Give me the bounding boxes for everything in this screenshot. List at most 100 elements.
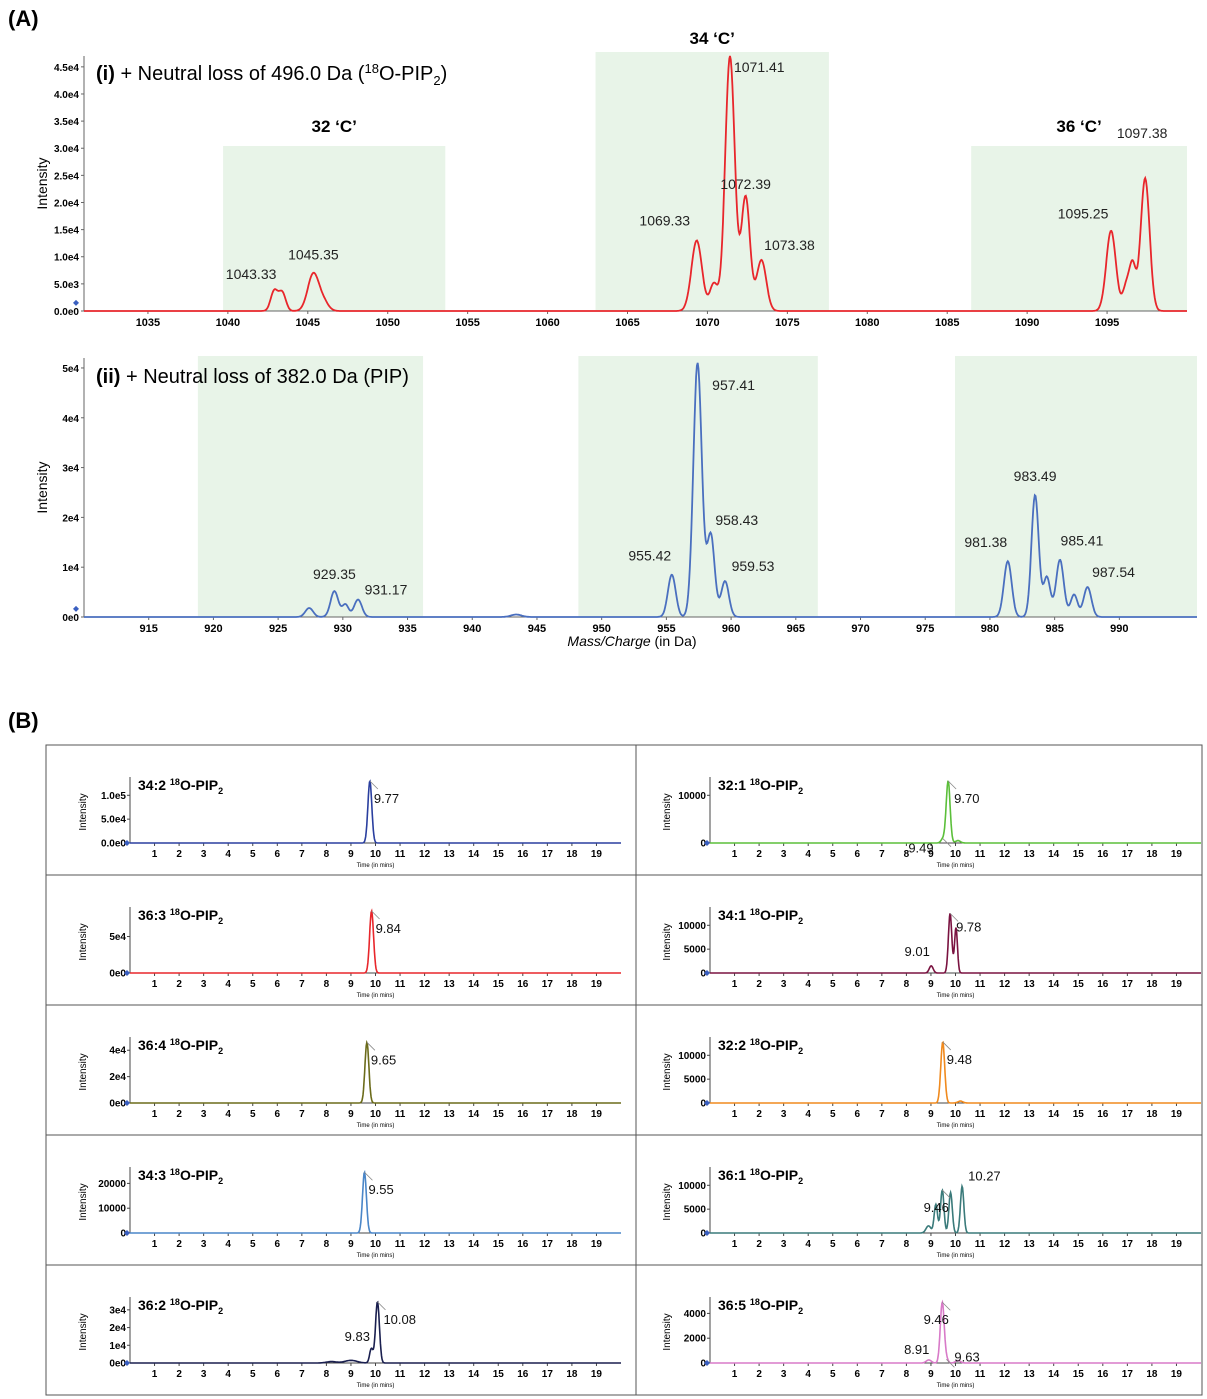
- peak-leader: [377, 1301, 386, 1311]
- chromatogram-trace: [130, 1039, 621, 1104]
- x-tick-label: 9: [348, 1239, 354, 1250]
- y-tick-label: 4.0e4: [54, 90, 79, 101]
- x-tick-label: 14: [1048, 849, 1060, 860]
- x-tick-label: 18: [1146, 979, 1158, 990]
- y-tick-label: 0e0: [62, 613, 79, 624]
- shaded-region: [197, 356, 424, 617]
- x-tick-label: 3: [201, 849, 207, 860]
- x-tick-label: 2: [176, 979, 182, 990]
- x-tick-label: 1: [732, 1239, 738, 1250]
- x-tick-label: 1090: [1015, 317, 1039, 329]
- x-tick-label: 6: [855, 979, 861, 990]
- y-axis-label: Intensity: [662, 793, 673, 830]
- x-tick-label: 5: [250, 1109, 256, 1120]
- x-tick-label: 935: [398, 623, 416, 635]
- x-tick-label: 13: [444, 1239, 456, 1250]
- x-tick-label: 16: [517, 849, 529, 860]
- x-tick-label: 10: [950, 1109, 962, 1120]
- axis-marker: [73, 299, 79, 306]
- x-tick-label: 940: [463, 623, 481, 635]
- x-tick-label: 3: [201, 1369, 207, 1380]
- x-tick-label: 15: [1073, 849, 1085, 860]
- y-tick-label: 3e4: [109, 1305, 126, 1316]
- x-tick-label: 17: [1122, 849, 1134, 860]
- x-tick-label: 14: [468, 1239, 480, 1250]
- x-tick-label: 10: [370, 979, 382, 990]
- x-axis-label: Time (in mins): [937, 1383, 975, 1389]
- x-tick-label: 12: [999, 979, 1011, 990]
- x-tick-label: 6: [275, 1239, 281, 1250]
- y-axis-label: Intensity: [78, 1183, 89, 1220]
- y-tick-label: 4e4: [62, 414, 79, 425]
- x-tick-label: 5: [830, 979, 836, 990]
- peak-label: 985.41: [1061, 533, 1104, 549]
- x-tick-label: 1095: [1095, 317, 1119, 329]
- x-tick-label: 1: [732, 979, 738, 990]
- x-tick-label: 9: [928, 1239, 934, 1250]
- x-tick-label: 18: [566, 1109, 578, 1120]
- x-tick-label: 950: [592, 623, 610, 635]
- y-tick-label: 2e4: [62, 513, 79, 524]
- x-tick-label: 16: [1097, 1369, 1109, 1380]
- x-tick-label: 8: [324, 1369, 330, 1380]
- y-tick-label: 5000: [684, 1075, 707, 1086]
- x-tick-label: 9: [348, 849, 354, 860]
- x-tick-label: 12: [419, 1369, 431, 1380]
- x-tick-label: 8: [324, 849, 330, 860]
- peak-leader: [942, 1041, 952, 1051]
- axis-marker: [124, 1230, 130, 1236]
- y-tick-label: 2000: [684, 1334, 707, 1345]
- peak-label: 1043.33: [226, 266, 277, 282]
- species-label: 34:2 18O-PIP2: [138, 777, 223, 796]
- x-tick-label: 15: [1073, 1239, 1085, 1250]
- x-tick-label: 17: [542, 1369, 554, 1380]
- x-tick-label: 14: [468, 979, 480, 990]
- x-tick-label: 11: [395, 849, 406, 860]
- x-tick-label: 16: [517, 979, 529, 990]
- peak-leader: [364, 1171, 373, 1181]
- x-tick-label: 13: [1024, 1109, 1036, 1120]
- x-tick-label: 14: [468, 1109, 480, 1120]
- x-tick-label: 1045: [296, 317, 320, 329]
- x-tick-label: 14: [1048, 979, 1060, 990]
- y-tick-label: 0e0: [109, 1359, 126, 1370]
- x-tick-label: 2: [756, 1109, 762, 1120]
- peak-label: 1097.38: [1117, 125, 1168, 141]
- chromatogram-trace: [130, 908, 621, 974]
- panel-a-label: (A): [8, 6, 39, 31]
- x-tick-label: 1: [152, 979, 158, 990]
- x-tick-label: 16: [517, 1369, 529, 1380]
- x-tick-label: 7: [879, 979, 885, 990]
- x-tick-label: 11: [975, 849, 986, 860]
- peak-leader: [371, 910, 380, 920]
- y-tick-label: 0: [700, 1229, 706, 1240]
- x-tick-label: 19: [591, 849, 603, 860]
- peak-label: 987.54: [1092, 564, 1135, 580]
- x-tick-label: 7: [299, 979, 305, 990]
- x-tick-label: 7: [879, 849, 885, 860]
- x-tick-label: 6: [855, 1109, 861, 1120]
- x-tick-label: 2: [756, 849, 762, 860]
- x-tick-label: 5: [830, 1369, 836, 1380]
- x-tick-label: 925: [269, 623, 287, 635]
- y-tick-label: 5000: [684, 945, 707, 956]
- x-tick-label: 15: [493, 849, 505, 860]
- species-label: 34:3 18O-PIP2: [138, 1167, 223, 1186]
- peak-label: 9.84: [376, 921, 401, 936]
- x-tick-label: 11: [395, 1109, 406, 1120]
- peak-leader: [949, 913, 959, 922]
- x-tick-label: 18: [1146, 1239, 1158, 1250]
- x-tick-label: 1065: [615, 317, 639, 329]
- spectrum-A-ii: 0e0 1e4 2e4 3e4 4e4 5e4 915 920 925 930 935 940 945 9…: [34, 356, 1197, 649]
- chromatogram-trace: [710, 1299, 1201, 1364]
- y-tick-label: 4000: [684, 1309, 707, 1320]
- chromatogram-trace: [710, 1183, 1201, 1234]
- x-tick-label: 8: [904, 1239, 910, 1250]
- x-tick-label: 5: [250, 849, 256, 860]
- y-axis-label: Intensity: [78, 923, 89, 960]
- spectrum-trace: [84, 362, 1197, 618]
